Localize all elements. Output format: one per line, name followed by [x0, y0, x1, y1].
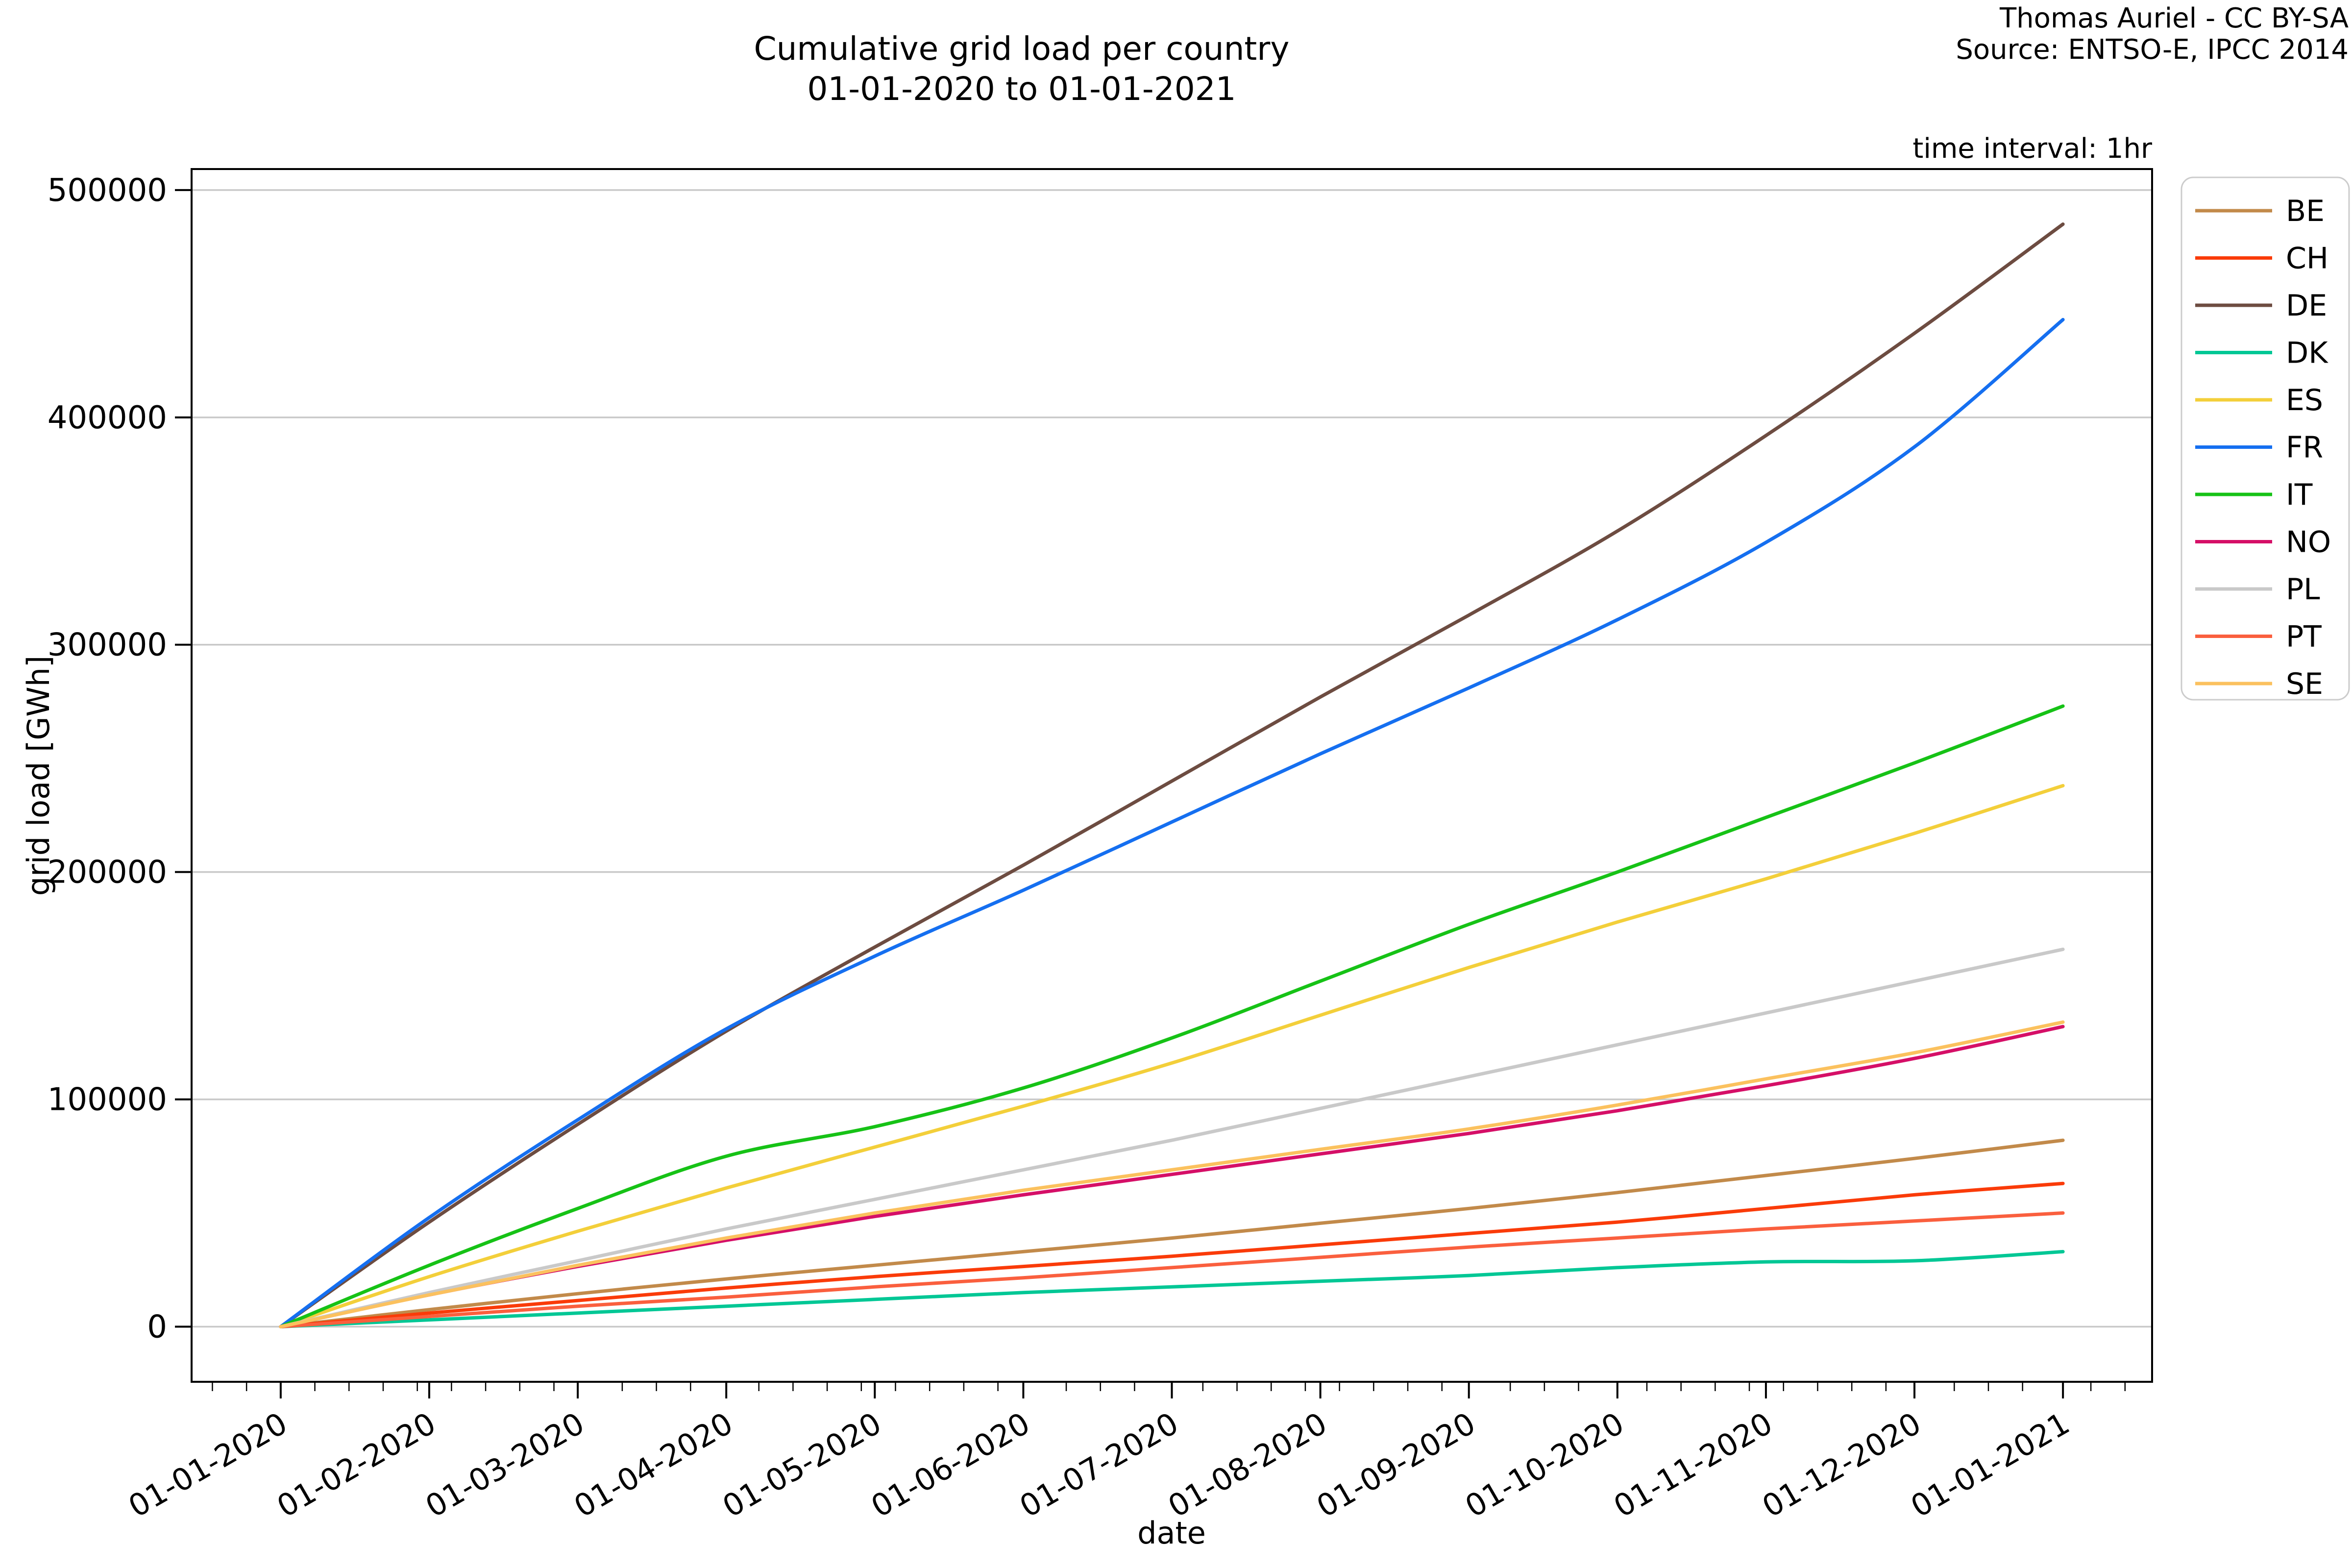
x-tick-label: 01-03-2020 [419, 1405, 590, 1524]
series-line-FR [279, 318, 2065, 1328]
attribution-author: Thomas Auriel - CC BY-SA [1999, 2, 2349, 34]
series-line-ES [279, 784, 2065, 1328]
series-lines [279, 222, 2065, 1328]
legend-label-CH: CH [2286, 242, 2328, 276]
legend-item: DE [2195, 289, 2327, 323]
legend-label-DE: DE [2286, 289, 2327, 323]
x-tick-label: 01-07-2020 [1013, 1405, 1184, 1524]
legend-item: SE [2195, 667, 2323, 701]
legend-label-FR: FR [2286, 431, 2323, 465]
legend-item: ES [2195, 383, 2323, 417]
y-tick-label: 100000 [48, 1082, 167, 1118]
series-line-BE [279, 1138, 2065, 1328]
series-line-PT [279, 1211, 2065, 1328]
x-tick-label: 01-12-2020 [1756, 1405, 1927, 1524]
page-subtitle: 01-01-2020 to 01-01-2021 [807, 70, 1236, 108]
attribution-source: Source: ENTSO-E, IPCC 2014 [1956, 34, 2349, 66]
x-tick-label: 01-01-2020 [122, 1405, 294, 1524]
legend-label-ES: ES [2286, 383, 2323, 417]
series-line-NO [279, 1025, 2065, 1328]
legend-item: PT [2195, 620, 2322, 654]
x-tick-label: 01-05-2020 [716, 1405, 887, 1524]
series-line-PL [279, 947, 2065, 1328]
x-axis-label: date [1137, 1515, 1206, 1551]
y-tick-label: 200000 [48, 855, 167, 891]
x-tick-label: 01-02-2020 [271, 1405, 442, 1524]
x-tick-label: 01-08-2020 [1162, 1405, 1333, 1524]
legend: BE CH DE DK ES FR IT NO PL PT SE [2180, 176, 2350, 701]
x-tick-label: 01-01-2021 [1905, 1405, 2076, 1524]
legend-item: IT [2195, 478, 2313, 512]
legend-item: BE [2195, 194, 2325, 228]
x-tick-label: 01-11-2020 [1608, 1405, 1779, 1524]
y-tick-label: 0 [147, 1309, 167, 1346]
series-line-IT [279, 704, 2065, 1328]
series-line-SE [279, 1020, 2065, 1328]
series-line-DK [279, 1250, 2065, 1328]
legend-label-PT: PT [2286, 620, 2322, 654]
gridlines [192, 189, 2152, 1328]
legend-label-IT: IT [2286, 478, 2313, 512]
y-axis-label: grid load [GWh] [21, 656, 56, 896]
series-line-CH [279, 1181, 2065, 1328]
legend-label-PL: PL [2286, 572, 2320, 607]
x-tick-label: 01-10-2020 [1459, 1405, 1630, 1524]
page-title: Cumulative grid load per country [754, 30, 1290, 68]
y-tick-label: 500000 [48, 172, 167, 209]
legend-label-DK: DK [2286, 336, 2328, 370]
legend-item: FR [2195, 431, 2323, 465]
legend-label-NO: NO [2286, 525, 2331, 560]
legend-label-SE: SE [2286, 667, 2323, 701]
y-tick-label: 300000 [48, 627, 167, 663]
y-tick-label: 400000 [48, 400, 167, 436]
legend-box [2180, 176, 2350, 701]
x-tick-label: 01-04-2020 [568, 1405, 739, 1524]
legend-item: DK [2195, 336, 2328, 370]
legend-label-BE: BE [2286, 194, 2325, 228]
legend-item: NO [2195, 525, 2331, 560]
time-interval-annotation: time interval: 1hr [1912, 133, 2153, 165]
series-line-DE [279, 222, 2065, 1328]
x-tick-label: 01-06-2020 [865, 1405, 1036, 1524]
legend-item: CH [2195, 242, 2328, 276]
x-tick-label: 01-09-2020 [1311, 1405, 1482, 1524]
legend-item: PL [2195, 572, 2320, 607]
